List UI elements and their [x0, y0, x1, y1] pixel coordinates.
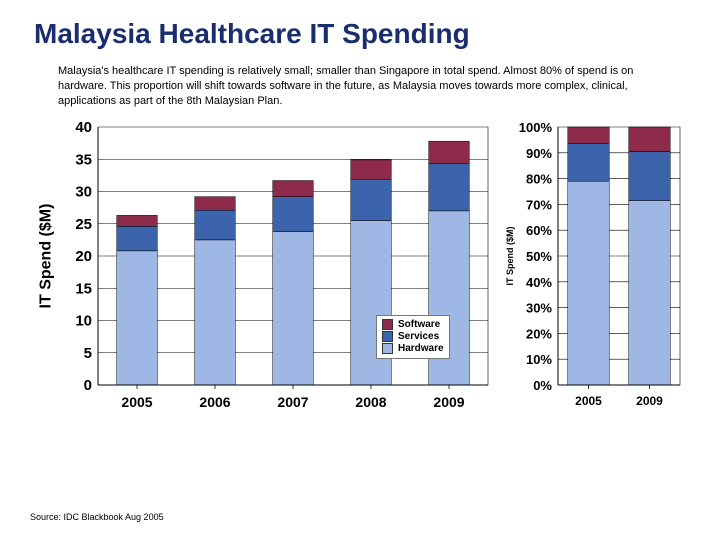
y-tick-label: 50% — [526, 249, 552, 264]
bar-segment — [629, 200, 670, 384]
y-tick-label: 5 — [84, 344, 92, 361]
bar-segment — [429, 163, 470, 210]
bar-segment — [629, 127, 670, 152]
bar-segment — [117, 215, 158, 226]
y-tick-label: 40% — [526, 274, 552, 289]
y-tick-label: 10 — [75, 312, 92, 329]
bar-segment — [629, 151, 670, 200]
source-attribution: Source: IDC Blackbook Aug 2005 — [30, 512, 164, 522]
y-tick-label: 100% — [519, 120, 553, 135]
left-chart: IT Spend ($M) SoftwareServicesHardware 0… — [28, 119, 498, 429]
bar-segment — [351, 159, 392, 178]
bar-segment — [273, 231, 314, 385]
legend-item: Hardware — [382, 343, 444, 355]
y-tick-label: 10% — [526, 352, 552, 367]
bar-segment — [568, 127, 609, 144]
legend-swatch — [382, 319, 393, 330]
x-category-label: 2007 — [277, 394, 308, 410]
legend-swatch — [382, 331, 393, 342]
y-tick-label: 80% — [526, 171, 552, 186]
y-tick-label: 20% — [526, 326, 552, 341]
y-tick-label: 25 — [75, 215, 92, 232]
y-tick-label: 30 — [75, 183, 92, 200]
legend-label: Software — [398, 319, 440, 331]
legend-item: Services — [382, 331, 444, 343]
bar-segment — [195, 196, 236, 210]
y-tick-label: 60% — [526, 223, 552, 238]
bar-segment — [273, 196, 314, 231]
bar-segment — [429, 141, 470, 164]
legend-label: Hardware — [398, 343, 444, 355]
right-y-axis-title: IT Spend ($M) — [505, 226, 515, 285]
x-category-label: 2009 — [433, 394, 464, 410]
x-category-label: 2005 — [575, 394, 602, 408]
y-tick-label: 0 — [84, 377, 92, 394]
y-tick-label: 0% — [533, 378, 552, 393]
y-tick-label: 40 — [75, 119, 92, 136]
legend-item: Software — [382, 319, 444, 331]
x-category-label: 2006 — [199, 394, 230, 410]
bar-segment — [117, 250, 158, 384]
left-y-axis-title: IT Spend ($M) — [37, 203, 55, 308]
charts-row: IT Spend ($M) SoftwareServicesHardware 0… — [28, 119, 692, 429]
x-category-label: 2008 — [355, 394, 386, 410]
bar-segment — [273, 180, 314, 196]
x-category-label: 2009 — [636, 394, 663, 408]
bar-segment — [117, 226, 158, 251]
x-category-label: 2005 — [121, 394, 152, 410]
y-tick-label: 90% — [526, 145, 552, 160]
y-tick-label: 30% — [526, 300, 552, 315]
legend-swatch — [382, 343, 393, 354]
bar-segment — [195, 210, 236, 240]
bar-segment — [351, 179, 392, 220]
chart-legend: SoftwareServicesHardware — [376, 315, 450, 359]
bar-segment — [568, 143, 609, 180]
y-tick-label: 15 — [75, 280, 92, 297]
y-tick-label: 20 — [75, 248, 92, 265]
bar-segment — [568, 181, 609, 385]
bar-segment — [351, 220, 392, 384]
right-chart: IT Spend ($M) 0% 10% 20% 30% 40% 50% 60% 70% 80%… — [498, 119, 688, 429]
bar-segment — [195, 239, 236, 384]
legend-label: Services — [398, 331, 439, 343]
y-tick-label: 35 — [75, 151, 92, 168]
body-paragraph: Malaysia's healthcare IT spending is rel… — [58, 64, 682, 109]
page-title: Malaysia Healthcare IT Spending — [34, 18, 692, 50]
y-tick-label: 70% — [526, 197, 552, 212]
